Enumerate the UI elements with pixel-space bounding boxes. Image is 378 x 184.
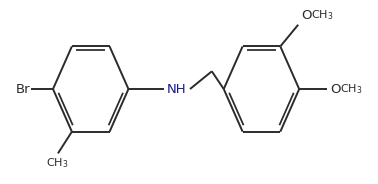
Text: CH$_3$: CH$_3$	[311, 8, 333, 22]
Text: CH$_3$: CH$_3$	[340, 82, 363, 96]
Text: O: O	[330, 83, 341, 95]
Text: NH: NH	[166, 83, 186, 95]
Text: CH$_3$: CH$_3$	[46, 156, 68, 170]
Text: O: O	[301, 9, 312, 22]
Text: Br: Br	[15, 83, 30, 95]
